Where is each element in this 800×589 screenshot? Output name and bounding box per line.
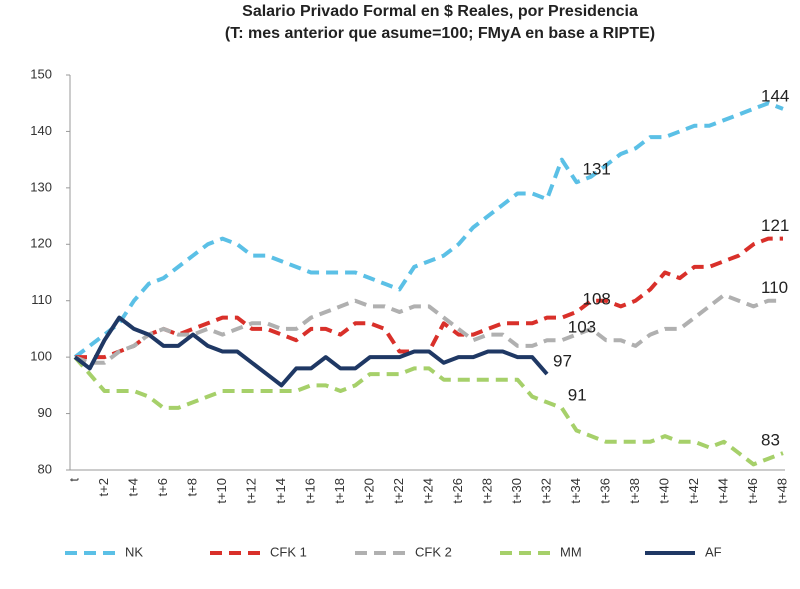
data-label: 110 [761,278,788,297]
data-label: 97 [553,352,572,371]
x-tick-label: t+4 [125,478,140,496]
y-tick-label: 130 [30,179,52,194]
x-tick-label: t+42 [686,478,701,504]
legend-label: AF [705,544,722,559]
x-tick-label: t+12 [243,478,258,504]
series-line [73,355,784,467]
y-tick-label: 90 [38,405,52,420]
x-tick-label: t+10 [214,478,229,504]
data-label: 91 [568,385,587,404]
x-tick-label: t+44 [715,478,730,504]
chart-subtitle: (T: mes anterior que asume=100; FMyA en … [225,25,655,42]
x-tick-label: t+28 [479,478,494,504]
x-tick-label: t+6 [155,478,170,496]
y-tick-label: 120 [30,236,52,251]
data-label: 108 [583,289,611,308]
x-tick-label: t+36 [597,478,612,504]
data-label: 83 [761,431,780,450]
x-tick-label: t+20 [361,478,376,504]
series-line [73,315,549,388]
legend-label: CFK 2 [415,544,452,559]
series-line [74,293,783,365]
data-label: 103 [568,318,596,337]
legend-label: NK [125,544,143,559]
chart-title: Salario Privado Formal en $ Reales, por … [242,3,638,20]
x-tick-label: t+30 [509,478,524,504]
series-line [75,236,783,360]
x-tick-label: t+48 [774,478,789,504]
y-tick-label: 110 [31,292,52,307]
data-label: 144 [761,86,789,105]
x-tick-label: t+40 [656,478,671,504]
y-tick-label: 100 [30,349,52,364]
x-tick-label: t+38 [627,478,642,504]
data-label: 131 [583,160,611,179]
series-line [73,101,784,359]
y-tick-label: 150 [30,66,52,81]
y-tick-label: 140 [30,123,52,138]
x-tick-label: t+24 [420,478,435,504]
x-tick-label: t+34 [568,478,583,504]
legend-label: MM [560,544,582,559]
x-tick-label: t+32 [538,478,553,504]
x-tick-label: t+22 [391,478,406,504]
x-tick-label: t [66,478,81,482]
data-label: 121 [761,216,789,235]
x-tick-label: t+8 [184,478,199,496]
legend-label: CFK 1 [270,544,307,559]
x-tick-label: t+26 [450,478,465,504]
x-tick-label: t+14 [273,478,288,504]
y-tick-label: 80 [38,461,52,476]
x-tick-label: t+16 [302,478,317,504]
x-tick-label: t+2 [96,478,111,496]
x-tick-label: t+46 [745,478,760,504]
x-tick-label: t+18 [332,478,347,504]
